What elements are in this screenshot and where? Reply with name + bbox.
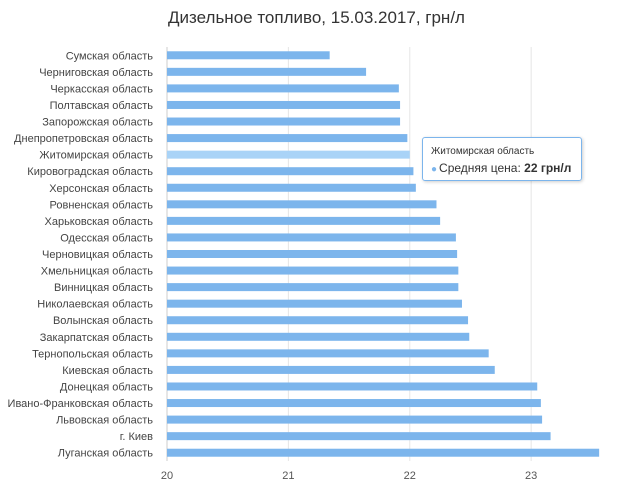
- bar[interactable]: [167, 84, 399, 93]
- bar[interactable]: [167, 134, 408, 143]
- category-label: Закарпатская область: [40, 332, 153, 344]
- series-dot-icon: ●: [431, 164, 438, 175]
- category-label: Тернопольская область: [32, 348, 153, 360]
- category-label: Луганская область: [58, 448, 153, 460]
- category-label: Черниговская область: [39, 67, 153, 79]
- tooltip-value: 22 грн/л: [524, 161, 572, 175]
- category-label: Херсонская область: [49, 183, 153, 195]
- category-label: Черновицкая область: [42, 249, 153, 261]
- bar[interactable]: [167, 183, 416, 192]
- category-label: Ивано-Франковская область: [8, 398, 154, 410]
- bar[interactable]: [167, 266, 459, 275]
- tooltip: Житомирская область ● Средняя цена: 22 гр…: [422, 137, 582, 181]
- category-label: Сумская область: [66, 50, 154, 62]
- bar[interactable]: [167, 432, 551, 441]
- bar[interactable]: [167, 382, 538, 391]
- category-label: Одесская область: [60, 232, 153, 244]
- bar[interactable]: [167, 233, 456, 242]
- x-tick-label: 21: [282, 470, 294, 482]
- category-label: Хмельницкая область: [41, 266, 154, 278]
- bar[interactable]: [167, 283, 459, 292]
- category-label: Львовская область: [56, 415, 153, 427]
- category-label: Донецкая область: [60, 381, 153, 393]
- bar[interactable]: [167, 332, 470, 341]
- bar[interactable]: [167, 67, 367, 76]
- bar[interactable]: [167, 349, 489, 358]
- x-tick-label: 23: [525, 470, 537, 482]
- bar[interactable]: [167, 365, 495, 374]
- bar[interactable]: [167, 167, 414, 176]
- bar[interactable]: [167, 100, 401, 109]
- x-tick-label: 22: [404, 470, 416, 482]
- bar[interactable]: [167, 117, 401, 126]
- category-label: Днепропетровская область: [14, 133, 153, 145]
- category-label: Волынская область: [53, 315, 153, 327]
- category-label: Кировоградская область: [27, 166, 153, 178]
- category-label: Винницкая область: [54, 282, 153, 294]
- category-label: Полтавская область: [50, 100, 154, 112]
- x-tick-label: 20: [161, 470, 173, 482]
- category-label: Ровненская область: [50, 199, 154, 211]
- category-label: Харьковская область: [45, 216, 154, 228]
- bar[interactable]: [167, 399, 541, 408]
- bar[interactable]: [167, 216, 441, 225]
- bar[interactable]: [167, 250, 458, 258]
- tooltip-header: Житомирская область: [431, 146, 535, 157]
- bar[interactable]: [167, 448, 600, 457]
- tooltip-series-label: Средняя цена:: [439, 161, 525, 175]
- category-label: Киевская область: [62, 365, 153, 377]
- bar[interactable]: [167, 200, 437, 209]
- category-label: Николаевская область: [37, 299, 153, 311]
- category-label: Запорожская область: [42, 117, 153, 129]
- bar[interactable]: [167, 316, 469, 325]
- category-label: Житомирская область: [39, 150, 153, 162]
- bar[interactable]: [167, 299, 462, 308]
- chart-title: Дизельное топливо, 15.03.2017, грн/л: [168, 8, 465, 27]
- category-label: Черкасская область: [50, 83, 153, 95]
- category-label: г. Киев: [120, 431, 153, 443]
- tooltip-row: ● Средняя цена: 22 грн/л: [431, 161, 573, 175]
- bar[interactable]: [167, 415, 543, 424]
- bar[interactable]: [167, 150, 410, 159]
- bar[interactable]: [167, 51, 330, 60]
